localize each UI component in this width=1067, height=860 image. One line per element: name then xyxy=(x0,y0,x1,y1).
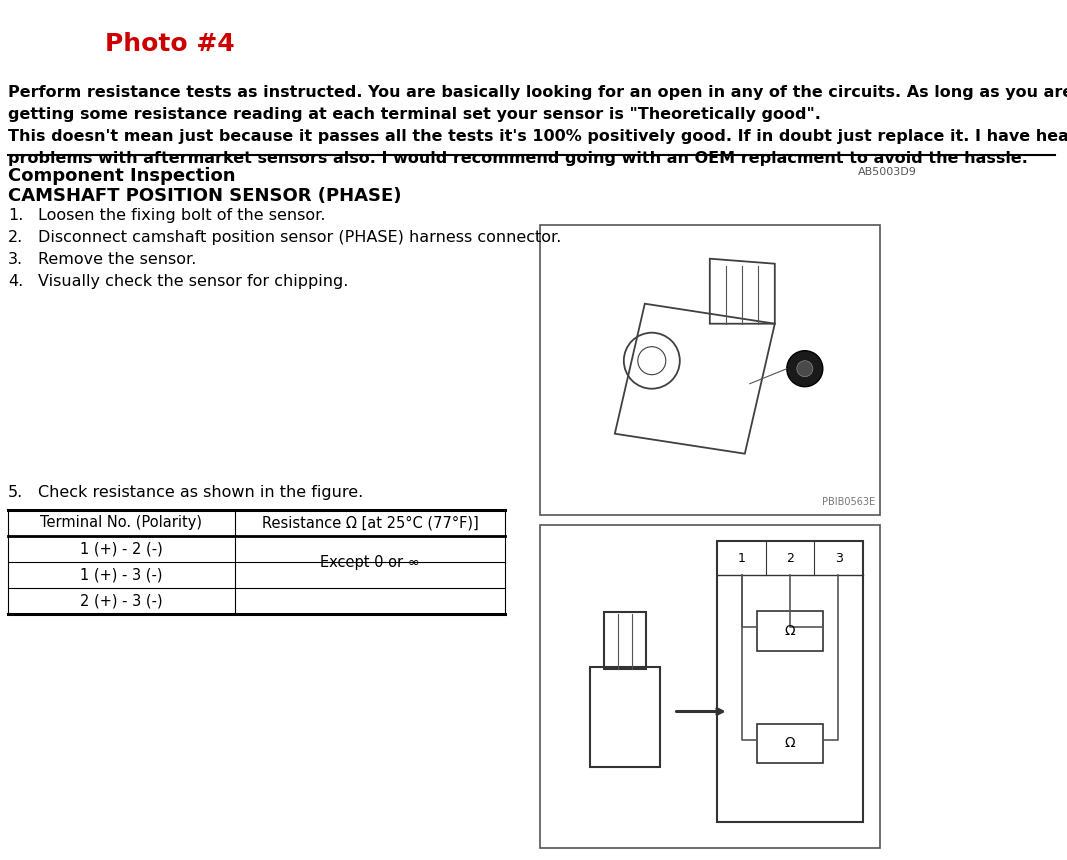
Text: Loosen the fixing bolt of the sensor.: Loosen the fixing bolt of the sensor. xyxy=(38,208,325,223)
Circle shape xyxy=(797,360,813,377)
Bar xyxy=(540,525,880,848)
Text: Perform resistance tests as instructed. You are basically looking for an open in: Perform resistance tests as instructed. … xyxy=(7,85,1067,100)
Text: 1.: 1. xyxy=(7,208,23,223)
Text: 4.: 4. xyxy=(7,274,23,289)
Text: Ω: Ω xyxy=(784,736,795,751)
Text: 3.: 3. xyxy=(7,252,23,267)
Text: 3: 3 xyxy=(834,551,843,564)
Bar xyxy=(757,611,823,651)
Bar xyxy=(717,541,863,822)
Text: 2 (+) - 3 (-): 2 (+) - 3 (-) xyxy=(80,593,163,609)
Circle shape xyxy=(786,351,823,387)
Text: Terminal No. (Polarity): Terminal No. (Polarity) xyxy=(41,515,203,531)
Bar xyxy=(757,724,823,763)
Text: This doesn't mean just because it passes all the tests it's 100% positively good: This doesn't mean just because it passes… xyxy=(7,129,1067,144)
Text: Check resistance as shown in the figure.: Check resistance as shown in the figure. xyxy=(38,485,363,500)
Text: 2.: 2. xyxy=(7,230,23,245)
Text: 2: 2 xyxy=(786,551,794,564)
Text: problems with aftermarket sensors also. I would recommend going with an OEM repl: problems with aftermarket sensors also. … xyxy=(7,151,1028,166)
Text: getting some resistance reading at each terminal set your sensor is "Theoretical: getting some resistance reading at each … xyxy=(7,107,821,122)
Text: Disconnect camshaft position sensor (PHASE) harness connector.: Disconnect camshaft position sensor (PHA… xyxy=(38,230,561,245)
Text: 1 (+) - 2 (-): 1 (+) - 2 (-) xyxy=(80,542,163,556)
Text: Remove the sensor.: Remove the sensor. xyxy=(38,252,196,267)
Text: 1 (+) - 3 (-): 1 (+) - 3 (-) xyxy=(80,568,163,582)
Text: Except 0 or ∞: Except 0 or ∞ xyxy=(320,555,420,569)
Text: Resistance Ω [at 25°C (77°F)]: Resistance Ω [at 25°C (77°F)] xyxy=(261,515,478,531)
Text: Photo #4: Photo #4 xyxy=(105,32,235,56)
Text: PBIB0563E: PBIB0563E xyxy=(822,497,875,507)
Text: 5.: 5. xyxy=(7,485,23,500)
Text: CAMSHAFT POSITION SENSOR (PHASE): CAMSHAFT POSITION SENSOR (PHASE) xyxy=(7,187,401,205)
Text: AB5003D9: AB5003D9 xyxy=(858,167,917,177)
Text: Visually check the sensor for chipping.: Visually check the sensor for chipping. xyxy=(38,274,348,289)
Text: 1: 1 xyxy=(737,551,745,564)
Text: Ω: Ω xyxy=(784,624,795,638)
Text: Component Inspection: Component Inspection xyxy=(7,167,236,185)
Bar xyxy=(540,225,880,515)
